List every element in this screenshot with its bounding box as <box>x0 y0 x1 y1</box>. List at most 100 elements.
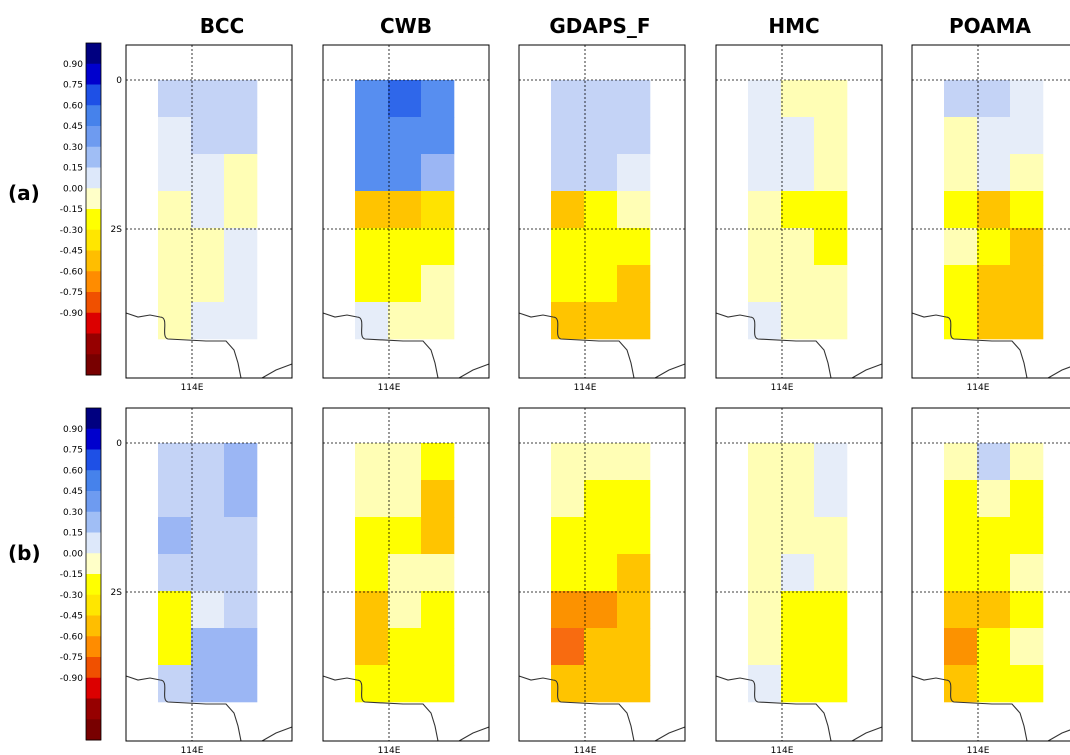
grid-cell <box>617 517 651 555</box>
grid-cell <box>388 191 422 229</box>
colorbar-label: 0.15 <box>63 164 83 174</box>
lon-tick-label: 114E <box>967 746 990 755</box>
grid-cell <box>617 591 651 629</box>
grid-cell <box>617 265 651 303</box>
coastline <box>654 363 686 379</box>
colorbar-label: -0.60 <box>60 632 84 642</box>
grid-cell <box>355 443 389 481</box>
grid-cell <box>551 591 585 629</box>
grid-cell <box>977 265 1011 303</box>
coastline <box>458 363 490 379</box>
lon-tick-label: 114E <box>967 383 990 393</box>
grid-cell <box>814 302 848 340</box>
grid-cell <box>584 665 618 703</box>
grid-cell <box>224 117 258 155</box>
grid-cell <box>158 302 192 340</box>
coastline <box>851 363 883 379</box>
colorbar-swatch <box>86 333 101 355</box>
grid-cell <box>158 517 192 555</box>
coastline <box>322 675 439 742</box>
grid-cell <box>748 265 782 303</box>
grid-cell <box>977 591 1011 629</box>
grid-cell <box>191 517 225 555</box>
grid-cell <box>781 443 815 481</box>
grid-cell <box>781 302 815 340</box>
coastline <box>261 363 293 379</box>
grid-cell <box>551 480 585 518</box>
grid-cell <box>814 443 848 481</box>
map-panel-gdaps_f-b: 114E <box>518 407 686 755</box>
grid-cell <box>584 443 618 481</box>
grid-cell <box>781 554 815 592</box>
lon-tick-label: 114E <box>771 383 794 393</box>
grid-cell <box>977 443 1011 481</box>
colorbar-label: 0.60 <box>63 466 83 476</box>
colorbar-label: 0.45 <box>63 487 83 497</box>
colorbar-label: -0.30 <box>60 226 84 236</box>
colorbar-swatch <box>86 408 101 430</box>
colorbar-label: 0.00 <box>63 549 83 559</box>
coastline <box>518 312 635 379</box>
grid-cell <box>977 665 1011 703</box>
grid-cell <box>355 591 389 629</box>
grid-cell <box>191 228 225 266</box>
grid-cell <box>421 154 455 192</box>
grid-cell <box>584 480 618 518</box>
colorbar-swatch <box>86 229 101 251</box>
grid-cell <box>388 80 422 118</box>
grid-cell <box>388 554 422 592</box>
colorbar-label: 0.00 <box>63 184 83 194</box>
grid-cell <box>158 191 192 229</box>
colorbar-swatch <box>86 292 101 314</box>
grid-cell <box>1010 228 1044 266</box>
grid-cell <box>617 80 651 118</box>
grid-cell <box>388 265 422 303</box>
map-panel-poama-a: 114E <box>911 44 1070 393</box>
grid-cell <box>781 154 815 192</box>
grid-cell <box>748 80 782 118</box>
lat-tick-label: 2S <box>111 588 123 598</box>
grid-cell <box>191 302 225 340</box>
grid-cell <box>191 80 225 118</box>
grid-cell <box>224 80 258 118</box>
colorbar-label: 0.30 <box>63 143 83 153</box>
grid-cell <box>1010 117 1044 155</box>
grid-cell <box>1010 443 1044 481</box>
lon-tick-label: 114E <box>574 746 597 755</box>
grid-cell <box>617 665 651 703</box>
coastline <box>851 726 883 742</box>
grid-cell <box>551 191 585 229</box>
colorbar-swatch <box>86 354 101 376</box>
map-frame <box>518 407 686 742</box>
grid-cell <box>191 480 225 518</box>
grid-cell <box>944 302 978 340</box>
colorbar-label: -0.45 <box>60 247 83 257</box>
map-panel-gdaps_f-a: 114E <box>518 44 686 393</box>
grid-cell <box>224 302 258 340</box>
grid-cell <box>748 554 782 592</box>
grid-cell <box>814 628 848 666</box>
grid-cell <box>814 154 848 192</box>
model-title-poama: POAMA <box>949 14 1032 38</box>
grid-cell <box>748 628 782 666</box>
grid-cell <box>388 628 422 666</box>
colorbar-b: 0.90 0.75 0.60 0.45 0.30 0.15 0.00 -0.15 -0.30 -0… <box>60 407 102 741</box>
grid-cell <box>355 302 389 340</box>
coastline <box>518 675 635 742</box>
grid-cell <box>944 191 978 229</box>
map-frame <box>125 44 293 379</box>
grid-cell <box>158 628 192 666</box>
grid-cell <box>977 154 1011 192</box>
grid-cell <box>224 480 258 518</box>
grid-cell <box>814 554 848 592</box>
colorbar-swatch <box>86 594 101 616</box>
grid-cell <box>944 554 978 592</box>
grid-cell <box>421 480 455 518</box>
grid-cell <box>584 628 618 666</box>
colorbar-swatch <box>86 250 101 272</box>
grid-cell <box>1010 265 1044 303</box>
grid-cell <box>355 154 389 192</box>
colorbar-swatch <box>86 719 101 741</box>
grid-cell <box>748 480 782 518</box>
